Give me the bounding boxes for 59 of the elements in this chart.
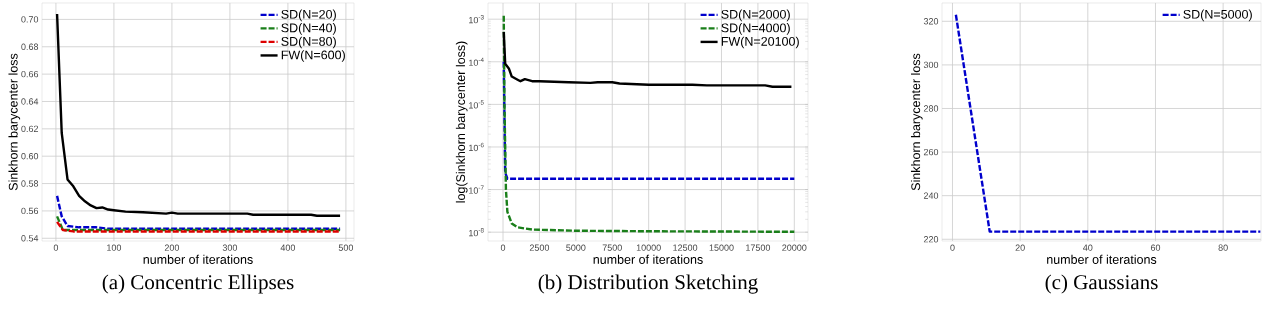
x-tick-label: 20: [1015, 244, 1025, 251]
y-tick-label: 10$^{-5}$: [469, 100, 484, 109]
legend-label: SD(N=5000): [1183, 9, 1252, 22]
legend-label: SD(N=2000): [721, 9, 790, 22]
y-axis-title: log(Sinkhorn barycenter loss): [455, 41, 468, 203]
y-tick-label: 0.68: [21, 43, 39, 50]
x-axis-title: number of iterations: [1047, 254, 1157, 264]
x-tick-label: 0: [53, 244, 59, 251]
y-tick-label: 240: [923, 192, 939, 199]
y-tick-label: 0.58: [21, 180, 39, 187]
x-tick-label: 20000: [782, 244, 807, 251]
x-tick-label: 0: [950, 244, 955, 251]
x-tick-label: 200: [164, 244, 180, 251]
x-tick-label: 60: [1150, 244, 1161, 251]
y-tick-label: 0.56: [21, 207, 39, 215]
y-axis-title: Sinkhorn barycenter loss: [8, 53, 21, 191]
x-tick-label: 500: [338, 244, 354, 251]
legend-label: SD(N=4000): [721, 23, 790, 35]
x-tick-label: 7500: [602, 244, 622, 251]
x-tick-label: 400: [280, 244, 296, 251]
y-tick-label: 0.66: [21, 70, 39, 78]
text: (a) Concentric Ellipses: [102, 274, 294, 294]
x-tick-label: 15000: [709, 244, 734, 251]
x-tick-label: 2500: [529, 244, 550, 251]
legend-label: FW(N=20100): [721, 36, 799, 49]
x-tick-label: 100: [107, 244, 122, 251]
x-tick-label: 40: [1083, 244, 1093, 251]
text: (c) Gaussians: [1045, 274, 1158, 294]
y-tick-label: 320: [923, 18, 939, 25]
x-tick-label: 5000: [566, 244, 586, 251]
x-axis-title: number of iterations: [143, 254, 253, 264]
y-tick-label: 10$^{-3}$: [469, 15, 484, 24]
y-tick-label: 0.60: [21, 153, 39, 160]
line-series: [55, 194, 342, 230]
x-tick-label: 300: [222, 244, 238, 251]
x-tick-label: 10000: [636, 244, 661, 251]
y-tick-label: 0.64: [21, 98, 39, 105]
y-axis-title: Sinkhorn barycenter loss: [910, 53, 923, 191]
y-tick-label: 0.62: [21, 125, 39, 133]
legend-label: SD(N=20): [281, 9, 336, 22]
y-tick-label: 10$^{-8}$: [469, 228, 484, 237]
y-tick-label: 260: [923, 148, 939, 156]
y-tick-label: 0.54: [21, 235, 39, 242]
y-tick-label: 300: [923, 61, 939, 69]
x-tick-label: 17500: [746, 244, 771, 251]
y-tick-label: 10$^{-7}$: [469, 185, 484, 194]
y-tick-label: 0.70: [21, 16, 39, 23]
legend-label: SD(N=40): [281, 23, 336, 35]
x-tick-label: 80: [1218, 244, 1228, 251]
x-tick-label: 12500: [673, 244, 698, 251]
y-tick-label: 10$^{-6}$: [469, 142, 484, 152]
legend-label: FW(N=600): [281, 50, 345, 62]
y-tick-label: 280: [923, 105, 939, 112]
x-axis-title: number of iterations: [593, 254, 703, 264]
y-tick-label: 10$^{-4}$: [469, 57, 484, 66]
y-tick-label: 220: [923, 236, 939, 243]
legend-label: SD(N=80): [281, 36, 336, 49]
x-tick-label: 0: [500, 244, 506, 251]
text: (b) Distribution Sketching: [538, 274, 758, 294]
